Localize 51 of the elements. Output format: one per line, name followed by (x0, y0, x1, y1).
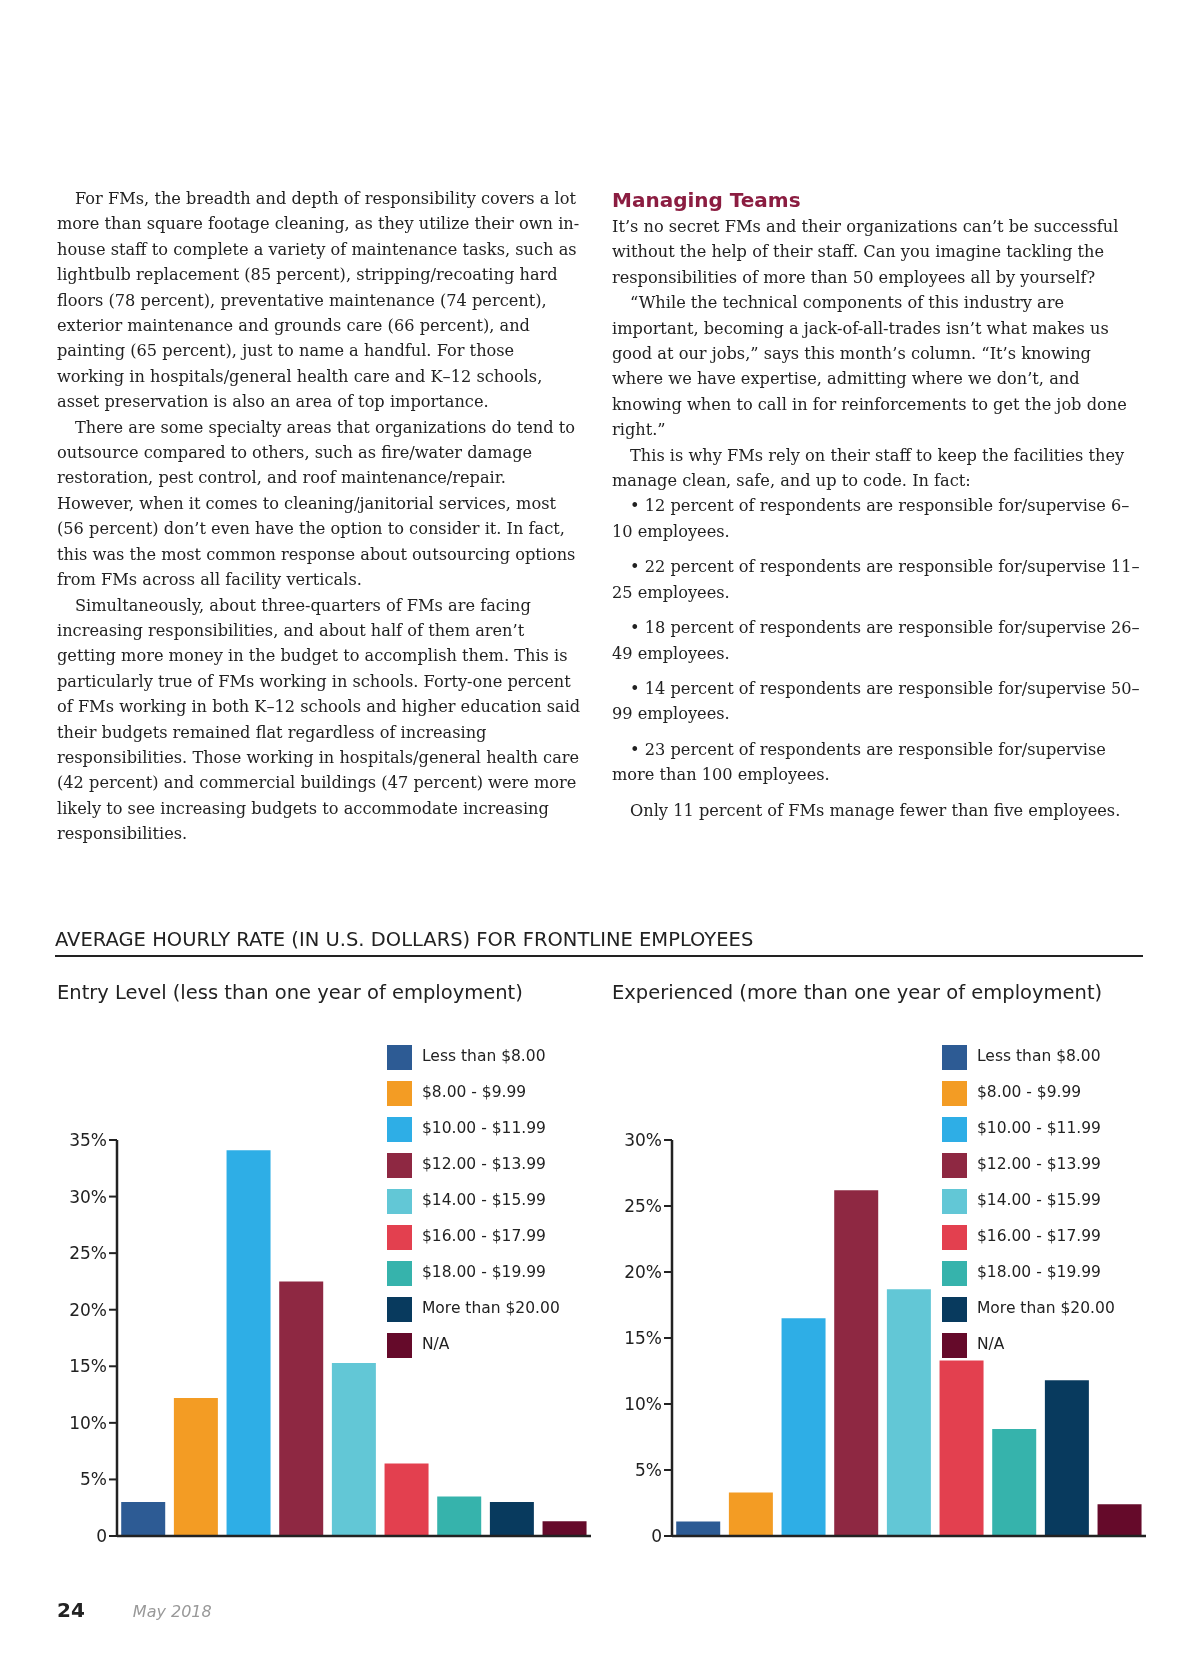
legend-label: Less than $8.00 (977, 1047, 1101, 1065)
text: • 23 percent of respondents are responsible for/supervise more than 100 employees. (612, 738, 1107, 787)
text: May 2018 (132, 1602, 212, 1621)
text: • 18 percent of respondents are responsible for/supervise 26–49 employees. (612, 617, 1141, 665)
y-tick-label: 5% (80, 1469, 107, 1490)
legend-label: $10.00 - $11.99 (977, 1119, 1101, 1137)
text: It’s no secret FMs and their organizations can’t be successful without the help of their staff. Can you imagine tackling the responsibilities of more than 50 employees all by yourself? (612, 216, 1120, 289)
text: 24 (57, 1598, 85, 1622)
legend-label: $14.00 - $15.99 (422, 1191, 546, 1209)
y-tick-label: 10% (69, 1412, 107, 1433)
legend-label: $16.00 - $17.99 (977, 1227, 1101, 1245)
y-tick-label: 25% (69, 1243, 107, 1264)
y-tick-label: 20% (69, 1299, 107, 1320)
y-tick-label: 15% (624, 1328, 662, 1349)
legend-label: $12.00 - $13.99 (977, 1155, 1101, 1173)
legend-label: $18.00 - $19.99 (422, 1263, 546, 1281)
y-tick-label: 35% (69, 1130, 107, 1151)
legend-label: $8.00 - $9.99 (977, 1083, 1082, 1101)
legend-label: More than $20.00 (422, 1299, 560, 1317)
y-tick-label: 10% (624, 1394, 662, 1415)
y-tick-label: 5% (635, 1460, 662, 1481)
text: This is why FMs rely on their staff to keep the facilities they manage clean, safe, and up to code. In fact: (612, 444, 1126, 493)
legend-label: $8.00 - $9.99 (422, 1083, 527, 1101)
y-tick-label: 30% (624, 1130, 662, 1151)
text: Simultaneously, about three-quarters of FMs are facing increasing responsibilities, and about half of them aren’t getting more money in the budget to accomplish them. This is particularly true of FMs working in schools. Forty-one percent of FMs working in both K–12 schools and higher education said their budgets remained flat regardless of increasing responsibilities. Those working in hospitals/general health care (42 percent) and commercial buildings (47 percent) were more likely to see increasing budgets to accommodate increasing responsibilities. (57, 595, 581, 844)
legend-label: More than $20.00 (977, 1299, 1115, 1317)
y-tick-label: 0 (651, 1526, 662, 1547)
y-tick-label: 15% (69, 1356, 107, 1377)
legend-label: N/A (977, 1335, 1005, 1353)
legend-label: $14.00 - $15.99 (977, 1191, 1101, 1209)
y-tick-label: 30% (69, 1186, 107, 1207)
y-tick-label: 25% (624, 1196, 662, 1217)
y-tick-label: 0 (96, 1526, 107, 1547)
chart-title: AVERAGE HOURLY RATE (IN U.S. DOLLARS) FOR FRONTLINE EMPLOYEES (55, 928, 1143, 957)
text: • 12 percent of respondents are responsible for/supervise 6–10 employees. (612, 495, 1131, 543)
text: For FMs, the breadth and depth of responsibility covers a lot more than square footage cleaning, as they utilize their own in-house staff to complete a variety of maintenance tasks, such as lightbulb replacement (85 percent), stripping/recoating hard floors (78 percent), preventative maintenance (74 percent), exterior maintenance and grounds care (66 percent), and painting (65 percent), just to name a handful. For those working in hospitals/general health care and K–12 schools, asset preservation is also an area of top importance. (57, 189, 580, 412)
text: Managing Teams (612, 187, 802, 214)
legend-label: $10.00 - $11.99 (422, 1119, 546, 1137)
chart-subtitle: Entry Level (less than one year of employment) (57, 981, 523, 1004)
text: Only 11 percent of FMs manage fewer than five employees. (629, 799, 1122, 822)
y-tick-label: 20% (624, 1262, 662, 1283)
text: • 22 percent of respondents are responsible for/supervise 11–25 employees. (612, 556, 1141, 604)
text: • 14 percent of respondents are responsible for/supervise 50–99 employees. (612, 677, 1141, 726)
legend-label: N/A (422, 1335, 450, 1353)
legend-label: $16.00 - $17.99 (422, 1227, 546, 1245)
legend-label: $12.00 - $13.99 (422, 1155, 546, 1173)
chart-subtitle: Experienced (more than one year of employment) (612, 981, 1103, 1004)
text: There are some specialty areas that organizations do tend to outsource compared to others, such as fire/water damage restoration, pest control, and roof maintenance/repair. However, when it comes to cleaning/janitorial services, most (56 percent) don’t even have the option to consider it. In fact, this was the most common response about outsourcing options from FMs across all facility verticals. (57, 416, 577, 592)
text: “While the technical components of this industry are important, becoming a jack-of-all-trades isn’t what makes us good at our jobs,” says this month’s column. “It’s knowing where we have expertise, admitting where we don’t, and knowing when to call in for reinforcements to get the job done right.” (612, 292, 1128, 442)
legend-label: Less than $8.00 (422, 1047, 546, 1065)
legend-label: $18.00 - $19.99 (977, 1263, 1101, 1281)
